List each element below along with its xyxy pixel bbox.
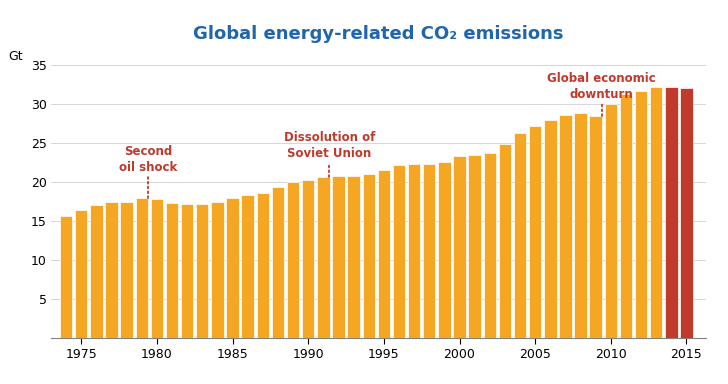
Bar <box>226 198 239 338</box>
Text: Global economic
downturn: Global economic downturn <box>547 71 656 101</box>
Bar <box>242 195 254 338</box>
Bar <box>393 165 405 338</box>
Bar <box>211 202 223 338</box>
Bar <box>408 164 420 338</box>
Bar <box>423 164 435 338</box>
Bar <box>605 104 617 338</box>
Bar <box>106 202 118 338</box>
Bar <box>181 204 194 338</box>
Bar <box>650 87 662 338</box>
Text: Dissolution of
Soviet Union: Dissolution of Soviet Union <box>284 131 375 161</box>
Bar <box>90 205 103 338</box>
Bar <box>529 126 542 338</box>
Bar <box>347 176 360 338</box>
Bar <box>135 198 148 338</box>
Bar <box>454 156 466 338</box>
Title: Global energy-related CO₂ emissions: Global energy-related CO₂ emissions <box>194 25 563 43</box>
Bar <box>590 116 602 338</box>
Bar <box>120 202 132 338</box>
Bar <box>332 176 344 338</box>
Bar <box>468 155 481 338</box>
Bar <box>75 210 87 338</box>
Bar <box>620 94 632 338</box>
Bar <box>680 88 693 338</box>
Bar <box>559 115 571 338</box>
Bar <box>514 133 526 338</box>
Bar <box>378 170 390 338</box>
Text: Second
oil shock: Second oil shock <box>119 146 177 174</box>
Text: Gt: Gt <box>9 50 23 63</box>
Bar <box>544 120 556 338</box>
Bar <box>438 162 451 338</box>
Bar <box>166 203 178 338</box>
Bar <box>151 199 163 338</box>
Bar <box>574 113 587 338</box>
Bar <box>196 204 208 338</box>
Bar <box>665 86 678 338</box>
Bar <box>483 153 496 338</box>
Bar <box>635 91 647 338</box>
Bar <box>287 182 299 338</box>
Bar <box>272 187 284 338</box>
Bar <box>363 174 375 338</box>
Bar <box>60 216 72 338</box>
Bar <box>317 177 330 338</box>
Bar <box>499 144 511 338</box>
Bar <box>256 193 269 338</box>
Bar <box>302 180 314 338</box>
